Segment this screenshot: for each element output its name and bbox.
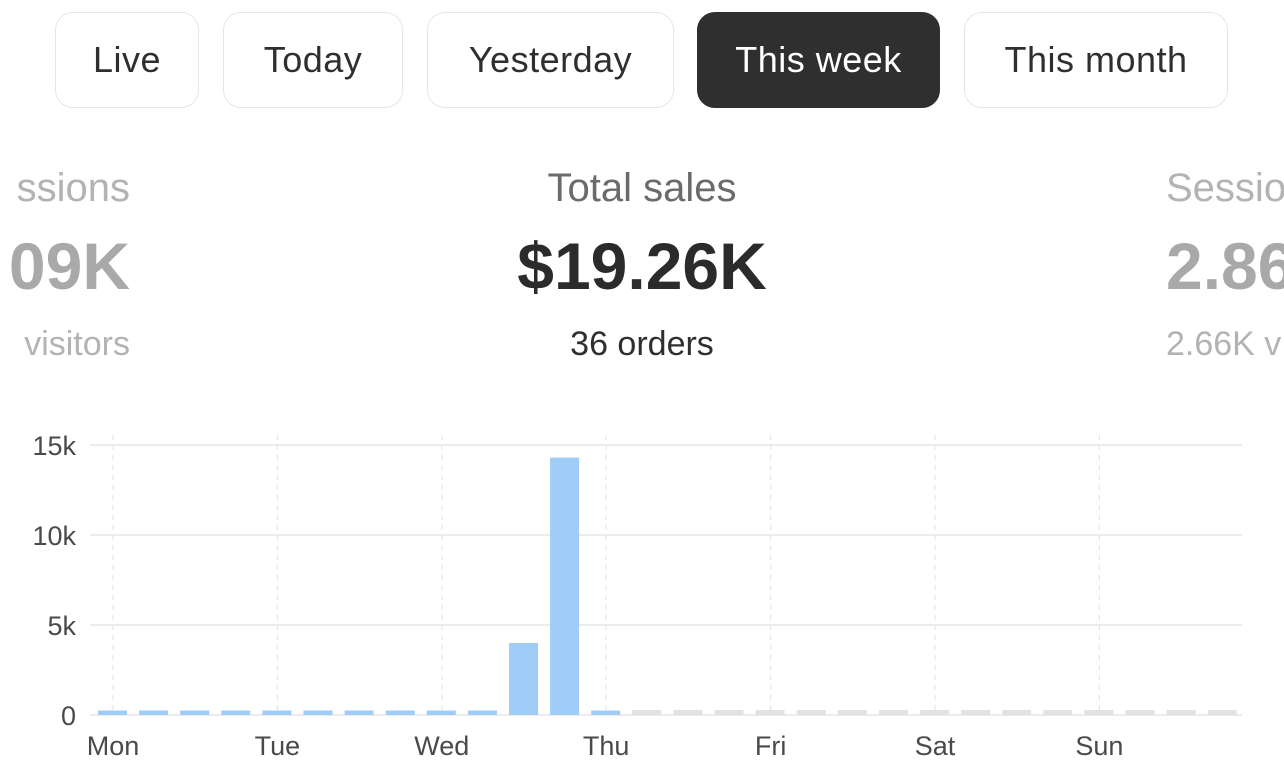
y-tick-label: 5k	[47, 611, 76, 641]
future-bar	[1043, 710, 1073, 715]
future-bar	[920, 710, 949, 715]
metrics-carousel: ssions 09K visitors Total sales $19.26K …	[0, 160, 1284, 370]
metric-subtext: 2.66K v	[1166, 325, 1282, 363]
metric-value: $19.26K	[517, 229, 767, 303]
future-bar	[632, 710, 662, 715]
sales-bar	[509, 643, 538, 715]
metric-subtext: 36 orders	[570, 325, 714, 363]
metric-card-total-sales[interactable]: Total sales $19.26K 36 orders	[442, 160, 842, 368]
sales-bar-chart: Mon Tue Wed Thu Fri Sat Sun 0 5k 10k 15k	[32, 431, 1242, 761]
sales-bar	[550, 457, 580, 715]
tab-yesterday[interactable]: Yesterday	[427, 12, 674, 108]
x-tick-label: Fri	[755, 731, 786, 761]
future-bar	[1125, 710, 1155, 715]
sales-bar	[303, 710, 333, 715]
metric-card-sessions-left[interactable]: ssions 09K visitors	[0, 160, 130, 368]
sales-bar	[262, 710, 292, 715]
future-bar	[1002, 710, 1032, 715]
metric-label: Sessio	[1166, 166, 1284, 210]
sales-bar	[426, 710, 456, 715]
sales-bar	[385, 710, 415, 715]
future-bar	[1084, 710, 1114, 715]
future-bar	[1166, 710, 1196, 715]
future-bar	[1207, 710, 1237, 715]
y-tick-label: 10k	[32, 521, 76, 551]
metric-value: 2.86	[1166, 229, 1284, 303]
metric-card-sessions-right[interactable]: Sessio 2.86 2.66K v	[1166, 160, 1284, 368]
sales-bar	[180, 710, 210, 715]
x-tick-label: Mon	[87, 731, 140, 761]
tab-this-month[interactable]: This month	[964, 12, 1228, 108]
tab-live[interactable]: Live	[55, 12, 199, 108]
future-bar	[837, 710, 867, 715]
future-bar	[714, 710, 744, 715]
future-bar	[796, 710, 826, 715]
sales-bar	[344, 710, 374, 715]
x-tick-label: Thu	[583, 731, 630, 761]
metric-label: Total sales	[547, 166, 737, 210]
sales-bar	[139, 710, 169, 715]
future-bar	[878, 710, 908, 715]
y-tick-label: 0	[61, 701, 76, 731]
x-tick-label: Sun	[1075, 731, 1123, 761]
metric-value: 09K	[8, 229, 130, 303]
sales-bar	[591, 710, 621, 715]
future-bar	[755, 710, 785, 715]
y-tick-label: 15k	[32, 431, 76, 461]
sales-bar	[221, 710, 251, 715]
tab-this-week[interactable]: This week	[697, 12, 940, 108]
x-tick-label: Tue	[255, 731, 301, 761]
x-tick-label: Wed	[414, 731, 469, 761]
sales-bar	[467, 710, 497, 715]
future-bar	[673, 710, 703, 715]
sales-bar	[98, 710, 127, 715]
metric-subtext: visitors	[24, 325, 130, 363]
date-range-tabs: Live Today Yesterday This week This mont…	[0, 12, 1284, 108]
metric-label: ssions	[16, 166, 130, 210]
x-tick-label: Sat	[915, 731, 956, 761]
future-bar	[961, 710, 991, 715]
tab-today[interactable]: Today	[223, 12, 403, 108]
